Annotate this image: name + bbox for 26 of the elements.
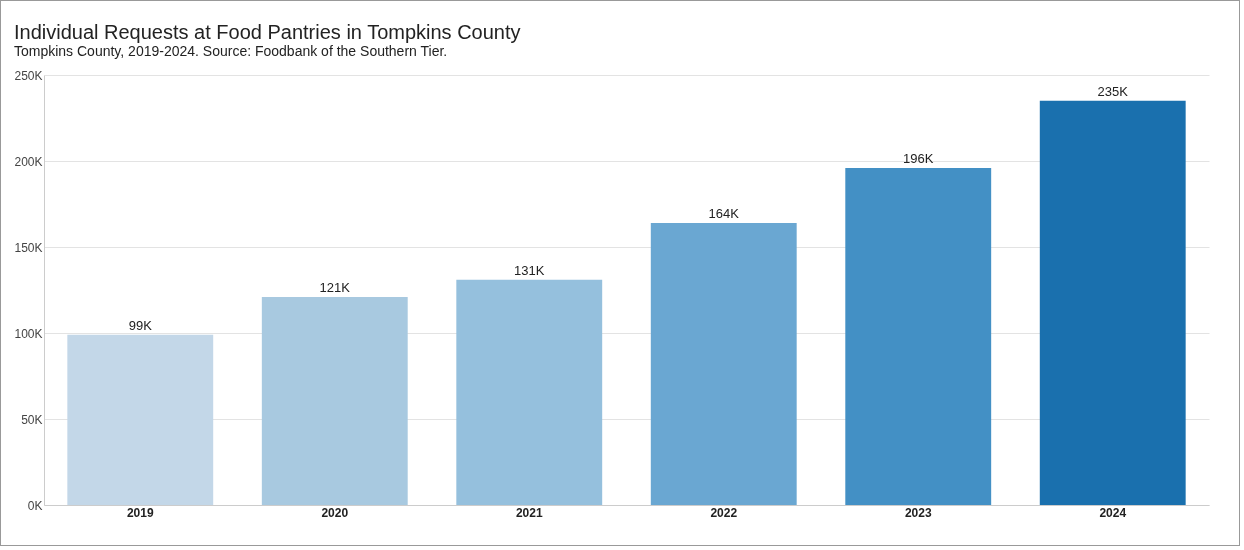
y-tick-label: 50K [21,412,43,427]
bar [845,167,992,505]
data-label: 121K [319,279,351,295]
chart-subtitle: Tompkins County, 2019-2024. Source: Foodbank of the Southern Tier. [13,43,448,59]
x-tick-label: 2022 [710,505,738,520]
data-label: 99K [128,317,153,333]
y-tick-label: 100K [14,326,43,341]
x-tick-label: 2023 [904,505,932,520]
data-label: 196K [903,150,934,166]
x-tick-label: 2021 [515,505,543,520]
x-tick-label: 2024 [1099,505,1127,520]
data-label: 235K [1097,83,1129,99]
y-tick-label: 200K [14,154,43,169]
y-tick-label: 250K [14,68,43,83]
bar [650,222,797,505]
chart-title: Individual Requests at Food Pantries in Tompkins County [13,21,521,43]
x-tick-label: 2020 [321,505,349,520]
y-tick-label: 150K [14,240,43,255]
bar [1039,100,1186,505]
bar [456,279,603,505]
data-label: 131K [514,262,545,278]
x-tick-label: 2019 [126,505,154,520]
data-label: 164K [708,205,740,221]
y-tick-label: 0K [27,498,43,513]
bar [67,334,214,505]
bar [261,296,408,505]
